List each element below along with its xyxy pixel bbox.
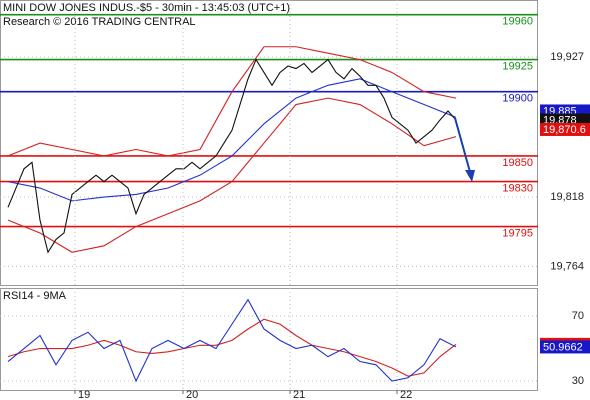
price-frame: [0, 0, 538, 286]
y-tick-label: 30: [572, 375, 584, 387]
x-tick-label: 19: [78, 389, 90, 400]
forecast-arrowhead: [465, 170, 475, 182]
series-line: [7, 78, 457, 202]
price-marker-label: 50.9662: [543, 341, 583, 353]
level-label: 19795: [502, 227, 533, 239]
level-label: 19900: [502, 93, 533, 105]
y-tick-label: 19,818: [550, 191, 584, 203]
chart-title: MINI DOW JONES INDUS.-$5 - 30min - 13:45…: [3, 2, 290, 14]
series-line: [7, 318, 457, 377]
chart-title: RSI14 - 9MA: [3, 290, 67, 302]
price-marker-label: 19,870.6: [543, 124, 586, 136]
level-label: 19850: [502, 157, 533, 169]
x-tick-label: 22: [400, 389, 412, 400]
x-tick-label: 21: [293, 389, 305, 400]
x-tick-label: 20: [186, 389, 198, 400]
series-line: [7, 298, 457, 383]
level-label: 19925: [502, 61, 533, 73]
y-tick-label: 19,927: [550, 51, 584, 63]
forecast-arrow: [454, 117, 471, 173]
y-tick-label: 70: [572, 310, 584, 322]
series-line: [7, 97, 457, 253]
price-marker: [540, 340, 590, 354]
y-tick-label: 19,764: [550, 260, 584, 272]
series-line: [7, 46, 457, 157]
level-label: 19830: [502, 183, 533, 195]
price-marker: [540, 122, 590, 136]
level-label: 19960: [502, 16, 533, 28]
chart-subtitle: Research © 2016 TRADING CENTRAL: [3, 16, 196, 28]
rsi-frame: [0, 288, 538, 391]
series-line: [7, 58, 457, 254]
